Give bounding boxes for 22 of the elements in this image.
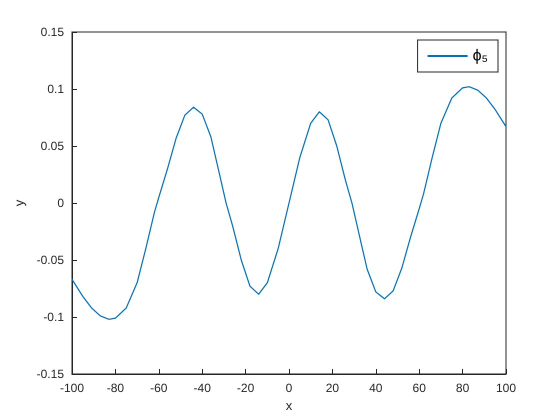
y-tick-label: 0.15 bbox=[40, 25, 64, 39]
x-tick-label: -40 bbox=[194, 381, 212, 395]
x-tick-label: 0 bbox=[286, 381, 293, 395]
x-tick-label: 80 bbox=[456, 381, 470, 395]
x-axis-title: x bbox=[286, 398, 293, 413]
x-tick-label: 20 bbox=[326, 381, 340, 395]
y-tick-label: 0.05 bbox=[40, 139, 64, 153]
x-tick-label: 40 bbox=[369, 381, 383, 395]
y-tick-label: 0.1 bbox=[47, 82, 64, 96]
x-tick-label: -20 bbox=[236, 381, 255, 395]
y-tick-label: -0.15 bbox=[36, 367, 64, 381]
x-tick-label: -60 bbox=[150, 381, 168, 395]
y-axis-title: y bbox=[12, 199, 27, 206]
y-tick-label: -0.1 bbox=[43, 310, 64, 324]
y-tick-label: -0.05 bbox=[36, 253, 64, 267]
x-tick-label: -100 bbox=[60, 381, 84, 395]
x-tick-label: -80 bbox=[106, 381, 124, 395]
legend-label: ϕ₅ bbox=[472, 48, 488, 64]
y-tick-label: 0 bbox=[57, 196, 64, 210]
x-tick-label: 100 bbox=[496, 381, 516, 395]
line-series bbox=[71, 86, 507, 320]
x-tick-label: 60 bbox=[412, 381, 426, 395]
